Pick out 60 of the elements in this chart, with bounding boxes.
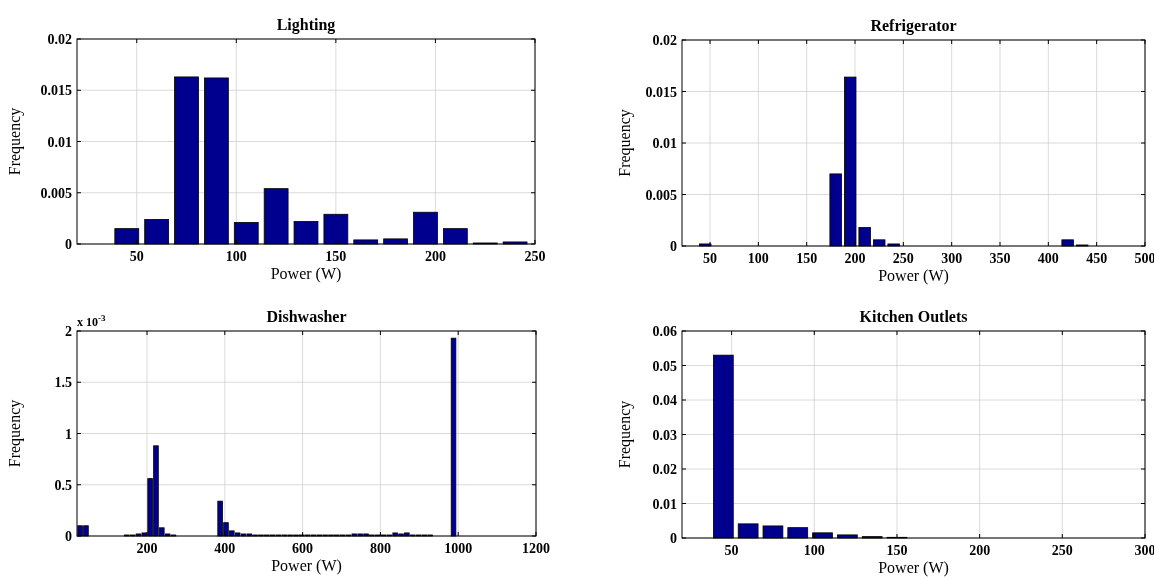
x-axis-title: Power (W) bbox=[878, 267, 949, 285]
x-tick-label: 150 bbox=[886, 543, 908, 558]
y-tick-label: 0 bbox=[65, 529, 72, 544]
x-axis-title: Power (W) bbox=[878, 559, 949, 577]
y-axis-title: Frequency bbox=[616, 109, 634, 177]
text: x 10$^{-3}$ bbox=[77, 313, 106, 329]
x-tick-label: 450 bbox=[1086, 251, 1108, 266]
y-tick-label: 0.02 bbox=[652, 462, 677, 477]
x-tick-label: 200 bbox=[424, 249, 446, 264]
y-tick-label: 0.03 bbox=[652, 427, 677, 443]
x-tick-label: 250 bbox=[892, 251, 914, 266]
x-tick-label: 250 bbox=[1051, 543, 1073, 558]
y-tick-label: 0.05 bbox=[652, 358, 677, 374]
x-tick-label: 50 bbox=[703, 251, 718, 266]
y-tick-label: 0.015 bbox=[40, 83, 72, 99]
y-tick-label: 0.01 bbox=[47, 134, 72, 150]
y-tick-label: 1.5 bbox=[54, 375, 72, 391]
y-tick-label: 0.02 bbox=[47, 32, 72, 47]
x-tick-label: 100 bbox=[747, 251, 769, 266]
y-tick-label: 1 bbox=[65, 426, 72, 442]
x-tick-label: 300 bbox=[941, 251, 963, 266]
y-tick-label: 0 bbox=[670, 531, 677, 546]
y-tick-label: 0.06 bbox=[652, 324, 677, 339]
x-tick-label: 200 bbox=[136, 541, 158, 556]
x-tick-label: 150 bbox=[325, 249, 347, 264]
y-axis-title: Frequency bbox=[6, 399, 24, 468]
x-tick-label: 50 bbox=[129, 249, 144, 264]
y-tick-label: 0.015 bbox=[645, 84, 677, 100]
x-tick-label: 100 bbox=[225, 249, 247, 264]
chart-title: Lighting bbox=[276, 16, 336, 34]
y-tick-label: 0.04 bbox=[652, 393, 677, 408]
x-tick-label: 1000 bbox=[444, 541, 473, 556]
y-tick-label: 0.01 bbox=[652, 496, 677, 512]
y-tick-label: 0.5 bbox=[54, 477, 72, 493]
chart-title: Kitchen Outlets bbox=[859, 308, 968, 325]
x-tick-label: 150 bbox=[796, 251, 818, 266]
x-tick-label: 100 bbox=[803, 543, 825, 558]
x-tick-label: 400 bbox=[214, 541, 236, 556]
y-axis-title: Frequency bbox=[6, 107, 24, 176]
y-tick-label: 0.01 bbox=[652, 136, 677, 151]
x-tick-label: 50 bbox=[724, 543, 739, 558]
x-tick-label: 200 bbox=[844, 251, 866, 266]
y-axis-title: Frequency bbox=[616, 400, 634, 469]
x-tick-label: 400 bbox=[1037, 251, 1059, 266]
x-tick-label: 600 bbox=[292, 541, 314, 556]
y-tick-label: 0.005 bbox=[645, 187, 677, 203]
y-tick-label: 0 bbox=[670, 239, 677, 254]
x-tick-label: 200 bbox=[969, 543, 991, 558]
chart-title: Refrigerator bbox=[870, 17, 957, 35]
x-tick-label: 800 bbox=[369, 541, 391, 556]
chart-title: Dishwasher bbox=[266, 308, 347, 325]
x-tick-label: 1200 bbox=[522, 541, 550, 556]
y-tick-label: 0.02 bbox=[652, 33, 677, 48]
x-axis-title: Power (W) bbox=[270, 265, 342, 283]
y-tick-label: 0.005 bbox=[40, 185, 72, 201]
y-tick-label: 2 bbox=[65, 324, 72, 339]
x-tick-label: 250 bbox=[524, 249, 546, 264]
x-axis-title: Power (W) bbox=[271, 557, 342, 575]
x-tick-label: 350 bbox=[989, 251, 1011, 266]
y-tick-label: 0 bbox=[65, 237, 72, 252]
